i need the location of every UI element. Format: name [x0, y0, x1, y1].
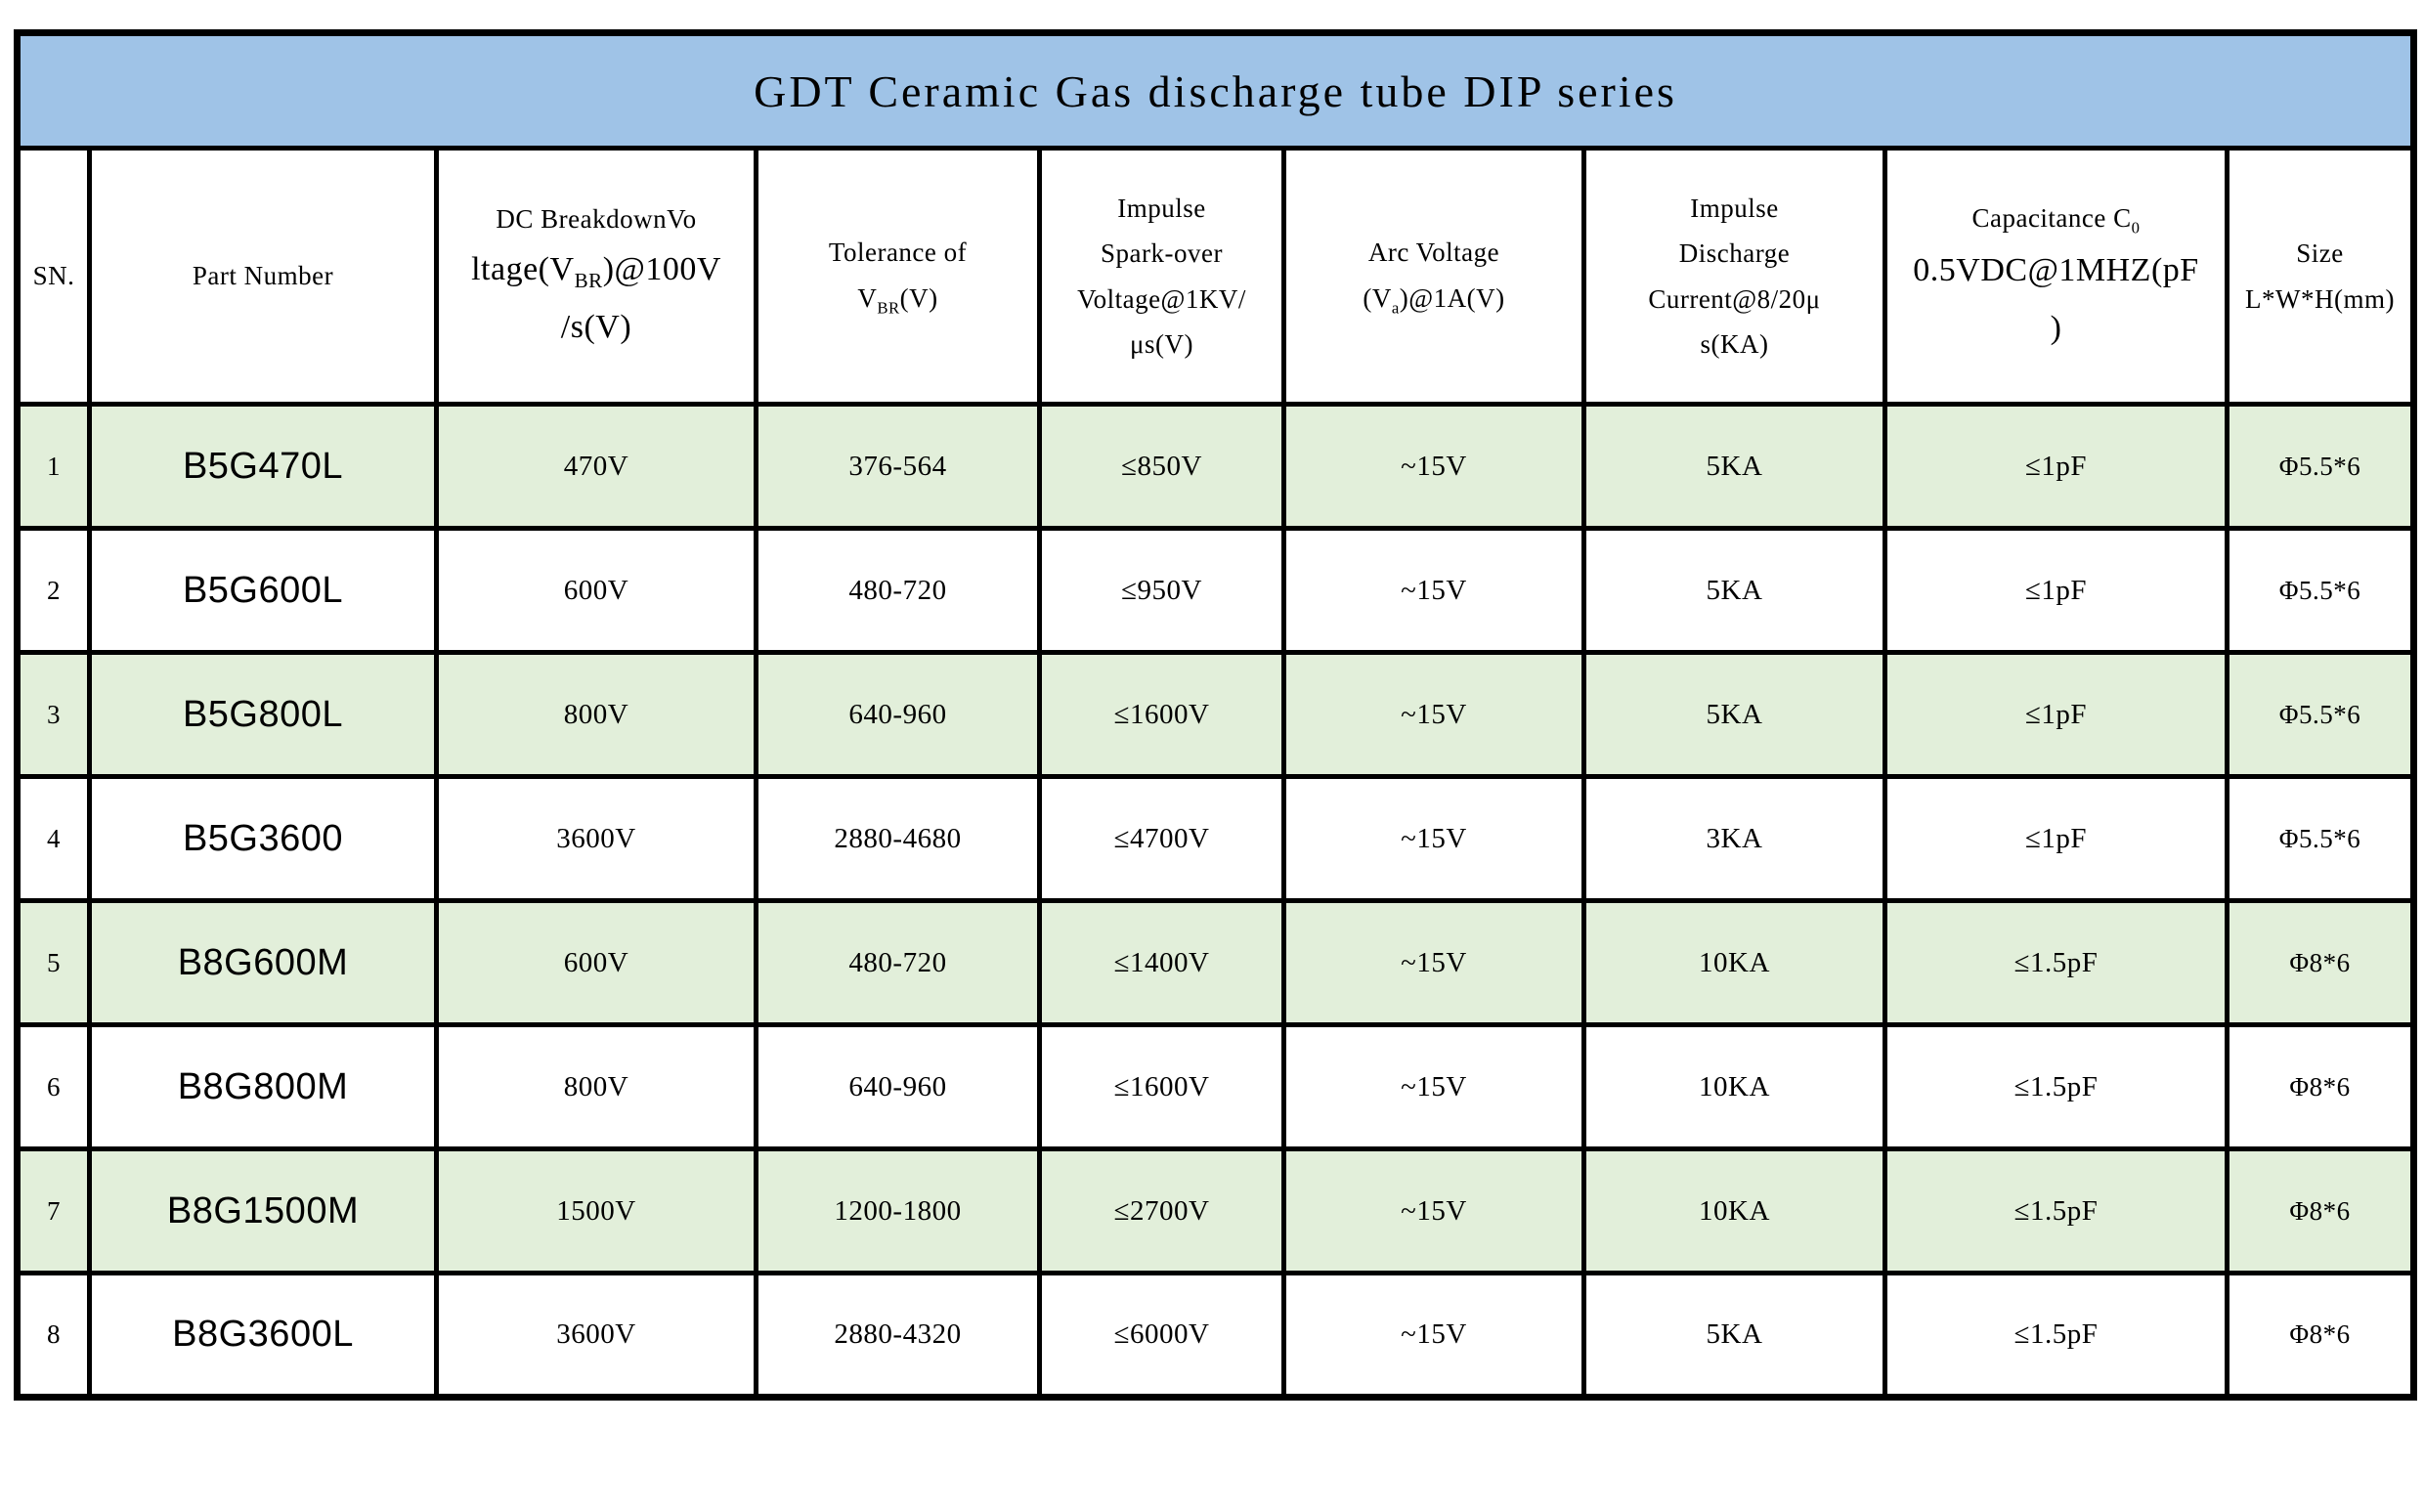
- cell-impulse-discharge: 10KA: [1581, 1022, 1887, 1151]
- cell-impulse-sparkover: ≤1400V: [1037, 898, 1286, 1027]
- table-row-3: 3 B5G800L 800V 640-960 ≤1600V ~15V 5KA ≤…: [15, 650, 2417, 779]
- cell-dc-breakdown: 600V: [434, 898, 758, 1027]
- cell-dc-breakdown: 1500V: [434, 1146, 758, 1275]
- cell-impulse-discharge: 10KA: [1581, 898, 1887, 1027]
- cell-impulse-sparkover: ≤6000V: [1037, 1271, 1286, 1400]
- cell-capacitance: ≤1.5pF: [1883, 1146, 2229, 1275]
- cell-size: Φ8*6: [2224, 1271, 2417, 1400]
- col-header-impulse-sparkover: Impulse Spark-over Voltage@1KV/ μs(V): [1037, 146, 1286, 407]
- cell-sn: 3: [15, 650, 92, 779]
- cell-dc-breakdown: 3600V: [434, 1271, 758, 1400]
- cell-arc-voltage: ~15V: [1281, 898, 1586, 1027]
- cell-size: Φ8*6: [2224, 1022, 2417, 1151]
- col-header-impulse-discharge: Impulse Discharge Current@8/20μ s(KA): [1581, 146, 1887, 407]
- cell-sn: 6: [15, 1022, 92, 1151]
- cell-dc-breakdown: 470V: [434, 402, 758, 531]
- cell-sn: 7: [15, 1146, 92, 1275]
- cell-dc-breakdown: 600V: [434, 526, 758, 655]
- cell-tolerance: 480-720: [754, 526, 1042, 655]
- col-header-size: Size L*W*H(mm): [2224, 146, 2417, 407]
- cell-size: Φ5.5*6: [2224, 774, 2417, 903]
- col-header-dc-breakdown-voltage: DC BreakdownVo ltage(VBR)@100V /s(V): [434, 146, 758, 407]
- cell-part-number: B8G3600L: [87, 1271, 439, 1400]
- cell-sn: 5: [15, 898, 92, 1027]
- title-row: GDT Ceramic Gas discharge tube DIP serie…: [14, 30, 2417, 151]
- cell-tolerance: 480-720: [754, 898, 1042, 1027]
- cell-size: Φ8*6: [2224, 898, 2417, 1027]
- cell-arc-voltage: ~15V: [1281, 1271, 1586, 1400]
- cell-tolerance: 640-960: [754, 1022, 1042, 1151]
- table-row-7: 7 B8G1500M 1500V 1200-1800 ≤2700V ~15V 1…: [15, 1146, 2417, 1275]
- table-body: 1 B5G470L 470V 376-564 ≤850V ~15V 5KA ≤1…: [15, 402, 2417, 1400]
- cell-sn: 4: [15, 774, 92, 903]
- cell-arc-voltage: ~15V: [1281, 1022, 1586, 1151]
- cell-arc-voltage: ~15V: [1281, 650, 1586, 779]
- cell-part-number: B5G800L: [87, 650, 439, 779]
- col-header-arc-voltage: Arc Voltage (Va)@1A(V): [1281, 146, 1586, 407]
- cell-arc-voltage: ~15V: [1281, 1146, 1586, 1275]
- cell-part-number: B5G470L: [87, 402, 439, 531]
- page-title: GDT Ceramic Gas discharge tube DIP serie…: [14, 30, 2417, 151]
- table-row-5: 5 B8G600M 600V 480-720 ≤1400V ~15V 10KA …: [15, 898, 2417, 1027]
- gdt-spec-table: GDT Ceramic Gas discharge tube DIP serie…: [14, 29, 2418, 1401]
- cell-sn: 2: [15, 526, 92, 655]
- col-header-sn: SN.: [15, 146, 92, 407]
- cell-tolerance: 1200-1800: [754, 1146, 1042, 1275]
- cell-sn: 8: [15, 1271, 92, 1400]
- cell-impulse-sparkover: ≤1600V: [1037, 1022, 1286, 1151]
- cell-impulse-sparkover: ≤4700V: [1037, 774, 1286, 903]
- cell-capacitance: ≤1pF: [1883, 402, 2229, 531]
- cell-part-number: B8G600M: [87, 898, 439, 1027]
- cell-size: Φ5.5*6: [2224, 526, 2417, 655]
- col-header-capacitance: Capacitance C0 0.5VDC@1MHZ(pF ): [1883, 146, 2229, 407]
- cell-tolerance: 640-960: [754, 650, 1042, 779]
- cell-size: Φ8*6: [2224, 1146, 2417, 1275]
- cell-size: Φ5.5*6: [2224, 650, 2417, 779]
- table-row-6: 6 B8G800M 800V 640-960 ≤1600V ~15V 10KA …: [15, 1022, 2417, 1151]
- cell-impulse-sparkover: ≤950V: [1037, 526, 1286, 655]
- table-row-1: 1 B5G470L 470V 376-564 ≤850V ~15V 5KA ≤1…: [15, 402, 2417, 531]
- cell-arc-voltage: ~15V: [1281, 402, 1586, 531]
- cell-tolerance: 2880-4680: [754, 774, 1042, 903]
- cell-capacitance: ≤1pF: [1883, 650, 2229, 779]
- cell-arc-voltage: ~15V: [1281, 774, 1586, 903]
- cell-impulse-sparkover: ≤2700V: [1037, 1146, 1286, 1275]
- cell-size: Φ5.5*6: [2224, 402, 2417, 531]
- cell-impulse-discharge: 5KA: [1581, 650, 1887, 779]
- column-header-row: SN. Part Number DC BreakdownVo ltage(VBR…: [15, 146, 2417, 407]
- table-row-8: 8 B8G3600L 3600V 2880-4320 ≤6000V ~15V 5…: [15, 1271, 2417, 1400]
- cell-part-number: B5G3600: [87, 774, 439, 903]
- table-row-4: 4 B5G3600 3600V 2880-4680 ≤4700V ~15V 3K…: [15, 774, 2417, 903]
- cell-part-number: B8G800M: [87, 1022, 439, 1151]
- cell-impulse-sparkover: ≤1600V: [1037, 650, 1286, 779]
- cell-dc-breakdown: 3600V: [434, 774, 758, 903]
- cell-dc-breakdown: 800V: [434, 1022, 758, 1151]
- cell-impulse-sparkover: ≤850V: [1037, 402, 1286, 531]
- col-header-tolerance: Tolerance of VBR(V): [754, 146, 1042, 407]
- cell-impulse-discharge: 10KA: [1581, 1146, 1887, 1275]
- col-header-part-number: Part Number: [87, 146, 439, 407]
- table-row-2: 2 B5G600L 600V 480-720 ≤950V ~15V 5KA ≤1…: [15, 526, 2417, 655]
- cell-capacitance: ≤1pF: [1883, 774, 2229, 903]
- cell-capacitance: ≤1.5pF: [1883, 1022, 2229, 1151]
- cell-arc-voltage: ~15V: [1281, 526, 1586, 655]
- cell-tolerance: 2880-4320: [754, 1271, 1042, 1400]
- cell-tolerance: 376-564: [754, 402, 1042, 531]
- cell-sn: 1: [15, 402, 92, 531]
- cell-capacitance: ≤1pF: [1883, 526, 2229, 655]
- cell-impulse-discharge: 5KA: [1581, 402, 1887, 531]
- cell-impulse-discharge: 3KA: [1581, 774, 1887, 903]
- cell-part-number: B8G1500M: [87, 1146, 439, 1275]
- cell-capacitance: ≤1.5pF: [1883, 1271, 2229, 1400]
- cell-impulse-discharge: 5KA: [1581, 1271, 1887, 1400]
- cell-impulse-discharge: 5KA: [1581, 526, 1887, 655]
- cell-part-number: B5G600L: [87, 526, 439, 655]
- cell-capacitance: ≤1.5pF: [1883, 898, 2229, 1027]
- cell-dc-breakdown: 800V: [434, 650, 758, 779]
